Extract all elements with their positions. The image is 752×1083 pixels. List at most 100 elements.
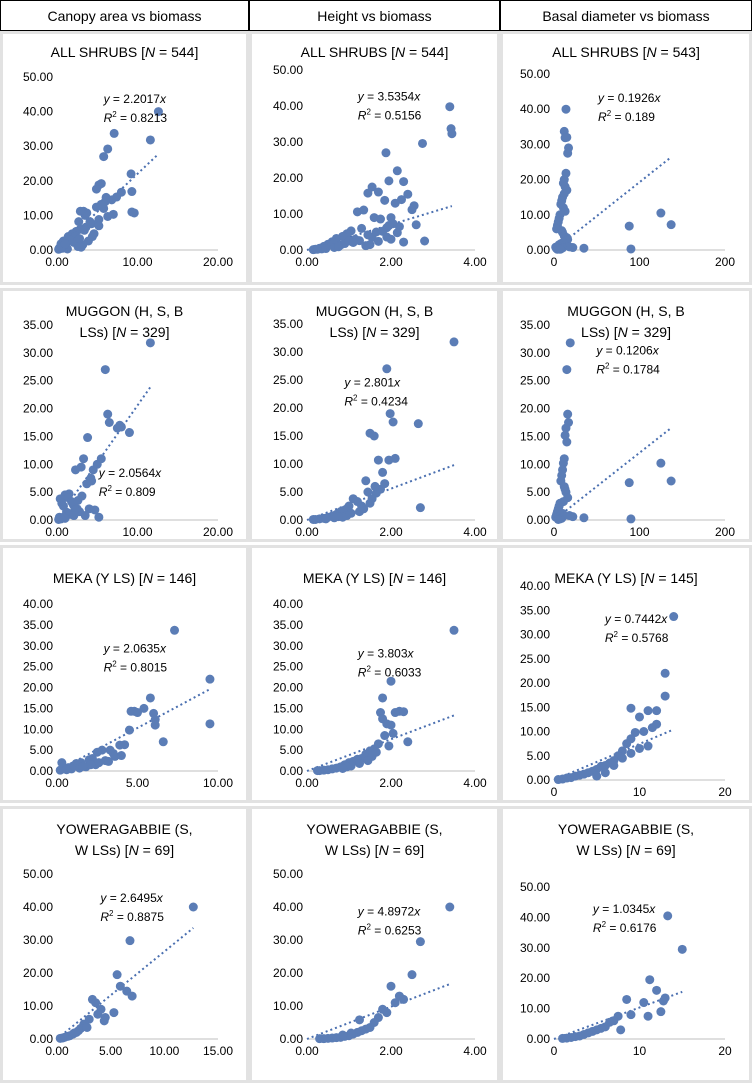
- data-point: [660, 668, 670, 678]
- y-tick-label: 10.00: [520, 208, 550, 222]
- data-point: [617, 753, 627, 763]
- y-tick-label: 10.00: [23, 208, 53, 222]
- scatter-plot: 0.00 10.00 20.00 30.00 40.00 50.00 0.00 5.00 10.…: [23, 867, 233, 1058]
- data-point: [562, 437, 572, 447]
- data-point: [77, 491, 87, 501]
- regression-equation: y = 2.801x: [343, 376, 401, 390]
- y-tick-label: 0.00: [527, 773, 551, 787]
- data-point: [413, 419, 423, 429]
- y-tick-label: 30.00: [23, 139, 53, 153]
- trend-line: [306, 983, 451, 1040]
- r-squared: R2 = 0.6253: [358, 922, 422, 937]
- data-point: [371, 488, 381, 498]
- x-tick-label: 0.00: [45, 255, 69, 269]
- chart-title-line: MEKA (Y LS) [N = 145]: [554, 570, 698, 586]
- data-point: [382, 719, 392, 729]
- x-tick-label: 0: [551, 1044, 558, 1058]
- y-tick-label: 50.00: [23, 70, 53, 84]
- data-point: [126, 169, 136, 179]
- regression-equation: y = 0.1926x: [597, 91, 661, 105]
- y-tick-label: 20.00: [273, 171, 303, 185]
- data-point: [669, 612, 679, 622]
- x-tick-label: 0: [551, 255, 558, 269]
- x-tick-label: 0: [551, 785, 558, 799]
- data-point: [558, 458, 568, 468]
- data-point: [71, 465, 81, 475]
- data-point: [308, 514, 318, 524]
- data-point: [321, 514, 331, 524]
- y-tick-label: 20.00: [520, 402, 550, 416]
- y-tick-label: 20.00: [273, 681, 303, 695]
- scatter-plot: 0.00 10.00 20.00 30.00 40.00 50.00 0 100 200 y = …: [520, 67, 735, 269]
- header-height-label: Height vs biomass: [317, 7, 432, 24]
- data-point: [560, 133, 570, 143]
- data-point: [370, 481, 380, 491]
- regression-equation: y = 0.7442x: [604, 612, 668, 626]
- y-tick-label: 0.00: [30, 764, 54, 778]
- x-tick-label: 2.00: [379, 776, 403, 790]
- data-point: [153, 107, 163, 117]
- data-point: [79, 225, 89, 235]
- data-point: [188, 902, 198, 912]
- data-point: [645, 975, 655, 985]
- data-point: [380, 731, 390, 741]
- regression-equation: y = 2.2017x: [103, 92, 167, 106]
- chart-title-line: LSs) [N = 329]: [581, 324, 671, 340]
- data-point: [313, 766, 322, 776]
- y-tick-label: 50.00: [273, 867, 303, 881]
- y-tick-label: 40.00: [23, 105, 53, 119]
- chart-title: MUGGON (H, S, B LSs) [N = 329]: [252, 301, 497, 343]
- y-tick-label: 30.00: [273, 639, 303, 653]
- y-tick-label: 0.00: [527, 1032, 551, 1046]
- y-tick-label: 10.00: [23, 457, 53, 471]
- data-point: [103, 211, 113, 221]
- chart-panel: YOWERAGABBIE (S, W LSs) [N = 69] 0.00 10.00…: [249, 806, 500, 1083]
- y-tick-label: 15.00: [273, 701, 303, 715]
- data-point: [91, 998, 101, 1008]
- data-point: [449, 625, 459, 635]
- scatter-plot: 0.00 10.00 20.00 30.00 40.00 50.00 0 10 20 y = 1.…: [520, 880, 732, 1058]
- y-tick-label: 40.00: [273, 99, 303, 113]
- data-point: [80, 511, 90, 521]
- data-point: [561, 423, 571, 433]
- data-point: [418, 138, 427, 148]
- x-tick-label: 2.00: [379, 525, 403, 539]
- data-point: [94, 221, 104, 231]
- y-tick-label: 30.00: [520, 137, 550, 151]
- x-tick-label: 0.00: [45, 525, 69, 539]
- data-point: [390, 998, 400, 1008]
- data-point: [652, 985, 662, 995]
- data-point: [381, 148, 391, 158]
- data-point: [145, 338, 155, 348]
- x-tick-label: 0.00: [295, 255, 319, 269]
- data-point: [445, 102, 455, 112]
- data-point: [388, 728, 398, 738]
- scatter-plot: 0.00 5.00 10.00 15.00 20.00 25.00 30.00 35.00 40…: [23, 597, 233, 790]
- chart-panel: MUGGON (H, S, B LSs) [N = 329] 0.00 5.00 10.…: [249, 288, 500, 542]
- trend-line: [56, 153, 160, 251]
- x-tick-label: 4.00: [463, 525, 487, 539]
- data-point: [376, 214, 385, 224]
- r-squared: R2 = 0.8875: [100, 909, 164, 924]
- data-point: [378, 1004, 388, 1014]
- data-point: [355, 758, 364, 768]
- data-point: [553, 775, 563, 785]
- y-tick-label: 40.00: [520, 579, 550, 593]
- data-point: [94, 758, 104, 768]
- scatter-plot: 0.00 5.00 10.00 15.00 20.00 25.00 30.00 35.00 40…: [520, 579, 732, 799]
- data-point: [626, 1010, 636, 1020]
- data-point: [99, 152, 109, 162]
- data-point: [622, 739, 632, 749]
- scatter-plot: 0.00 10.00 20.00 30.00 40.00 50.00 0.00 2.00 4.0…: [273, 867, 487, 1058]
- r-squared: R2 = 0.189: [598, 109, 655, 124]
- chart-title: ALL SHRUBS [N = 544]: [252, 42, 497, 63]
- y-tick-label: 5.00: [30, 743, 54, 757]
- data-point: [626, 748, 636, 758]
- header-canopy-label: Canopy area vs biomass: [47, 7, 202, 24]
- scatter-plot: 0.00 5.00 10.00 15.00 20.00 25.00 30.00 35.00 0 1…: [520, 318, 735, 539]
- data-point: [382, 364, 392, 374]
- data-point: [392, 166, 402, 176]
- x-tick-label: 10: [633, 1044, 647, 1058]
- y-tick-label: 30.00: [23, 639, 53, 653]
- x-tick-label: 10.00: [122, 255, 152, 269]
